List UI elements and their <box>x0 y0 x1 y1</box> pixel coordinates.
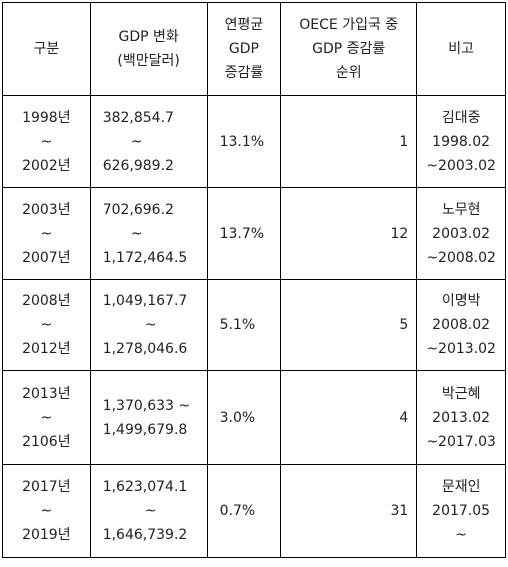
gdp-cell: 1,370,633 ~ 1,499,679.8 <box>89 370 208 465</box>
gdp-start: 1,370,633 ~ <box>102 397 191 414</box>
period-start: 1998년 <box>22 109 71 126</box>
period-cell: 2017년 ~ 2019년 <box>2 464 91 558</box>
note-cell: 노무현 2003.02 ~2008.02 <box>416 187 506 280</box>
period-sep: ~ <box>40 317 53 333</box>
gdp-start: 382,854.7 <box>102 109 174 126</box>
period-end: 2012년 <box>22 341 71 357</box>
term-start: 2003.02 <box>432 225 491 242</box>
period-cell: 2003년 ~ 2007년 <box>2 187 91 280</box>
gdp-end: 1,278,046.6 <box>102 341 188 357</box>
gdp-cell: 1,623,074.1 ~ 1,646,739.2 <box>89 464 208 558</box>
term-end: ~2003.02 <box>426 157 496 174</box>
period-start: 2017년 <box>22 479 71 495</box>
header-rank-line: GDP 증감률 <box>312 41 386 57</box>
header-rate-line: 연평균 <box>224 17 264 33</box>
header-rank-line: 순위 <box>335 65 362 81</box>
header-gdp-line: (백만달러) <box>117 53 180 69</box>
term-end: ~ <box>455 527 467 543</box>
period-sep: ~ <box>40 133 53 150</box>
table-row: 1998년 ~ 2002년 382,854.7 ~ 626,989.2 13.1… <box>2 95 506 188</box>
term-end: ~2017.03 <box>426 433 496 450</box>
period-start: 2008년 <box>22 293 71 309</box>
gdp-cell: 1,049,167.7 ~ 1,278,046.6 <box>89 279 208 371</box>
rate-cell: 13.7% <box>206 187 282 280</box>
president-name: 노무현 <box>441 201 481 218</box>
period-cell: 2008년 ~ 2012년 <box>2 279 91 371</box>
gdp-sep: ~ <box>144 503 157 519</box>
header-rate-line: 증감률 <box>224 65 264 81</box>
header-period: 구분 <box>2 2 91 96</box>
gdp-start: 702,696.2 <box>102 201 174 218</box>
table-row: 2013년 ~ 2106년 1,370,633 ~ 1,499,679.8 3.… <box>2 370 506 465</box>
period-start: 2003년 <box>22 201 71 218</box>
rank-cell: 12 <box>280 187 418 280</box>
president-name: 김대중 <box>441 109 481 126</box>
header-gdp: GDP 변화 (백만달러) <box>89 2 208 96</box>
rate-cell: 0.7% <box>206 464 282 558</box>
rank-cell: 4 <box>280 370 418 465</box>
gdp-cell: 702,696.2 ~ 1,172,464.5 <box>89 187 208 280</box>
note-cell: 김대중 1998.02 ~2003.02 <box>416 95 506 188</box>
president-name: 박근혜 <box>441 385 481 402</box>
rank-cell: 31 <box>280 464 418 558</box>
header-rank: OECE 가입국 중 GDP 증감률 순위 <box>280 2 418 96</box>
gdp-sep: ~ <box>130 225 143 242</box>
period-end: 2106년 <box>22 433 71 450</box>
term-start: 2017.05 <box>432 503 491 519</box>
period-end: 2007년 <box>22 249 71 266</box>
table-row: 2017년 ~ 2019년 1,623,074.1 ~ 1,646,739.2 … <box>2 464 506 558</box>
header-note: 비고 <box>416 2 506 96</box>
term-end: ~2008.02 <box>426 249 496 266</box>
gdp-table: 구분 GDP 변화 (백만달러) 연평균 GDP 증감률 OECE 가입국 중 … <box>2 2 506 558</box>
gdp-end: 1,172,464.5 <box>102 249 188 266</box>
rank-cell: 5 <box>280 279 418 371</box>
table-row: 2008년 ~ 2012년 1,049,167.7 ~ 1,278,046.6 … <box>2 279 506 371</box>
header-rank-line: OECE 가입국 중 <box>299 17 399 33</box>
president-name: 이명박 <box>441 293 481 309</box>
term-end: ~2013.02 <box>426 341 496 357</box>
note-cell: 문재인 2017.05 ~ <box>416 464 506 558</box>
period-cell: 1998년 ~ 2002년 <box>2 95 91 188</box>
gdp-end: 1,499,679.8 <box>102 421 188 438</box>
header-gdp-line: GDP 변화 <box>118 29 179 45</box>
gdp-start: 1,049,167.7 <box>102 293 188 309</box>
period-end: 2002년 <box>22 157 71 174</box>
term-start: 2008.02 <box>432 317 491 333</box>
rank-cell: 1 <box>280 95 418 188</box>
president-name: 문재인 <box>441 479 481 495</box>
gdp-end: 626,989.2 <box>102 157 174 174</box>
note-cell: 박근혜 2013.02 ~2017.03 <box>416 370 506 465</box>
term-start: 1998.02 <box>432 133 491 150</box>
gdp-start: 1,623,074.1 <box>102 479 188 495</box>
header-rate-line: GDP <box>228 41 259 57</box>
gdp-sep: ~ <box>144 317 157 333</box>
header-rate: 연평균 GDP 증감률 <box>206 2 282 96</box>
gdp-sep: ~ <box>130 133 143 150</box>
period-sep: ~ <box>40 503 53 519</box>
rate-cell: 3.0% <box>206 370 282 465</box>
rate-cell: 13.1% <box>206 95 282 188</box>
period-cell: 2013년 ~ 2106년 <box>2 370 91 465</box>
period-sep: ~ <box>40 409 53 426</box>
gdp-end: 1,646,739.2 <box>102 527 188 543</box>
period-end: 2019년 <box>22 527 71 543</box>
table-row: 2003년 ~ 2007년 702,696.2 ~ 1,172,464.5 13… <box>2 187 506 280</box>
period-start: 2013년 <box>22 385 71 402</box>
gdp-cell: 382,854.7 ~ 626,989.2 <box>89 95 208 188</box>
note-cell: 이명박 2008.02 ~2013.02 <box>416 279 506 371</box>
rate-cell: 5.1% <box>206 279 282 371</box>
term-start: 2013.02 <box>432 409 491 426</box>
header-row: 구분 GDP 변화 (백만달러) 연평균 GDP 증감률 OECE 가입국 중 … <box>2 2 506 96</box>
period-sep: ~ <box>40 225 53 242</box>
